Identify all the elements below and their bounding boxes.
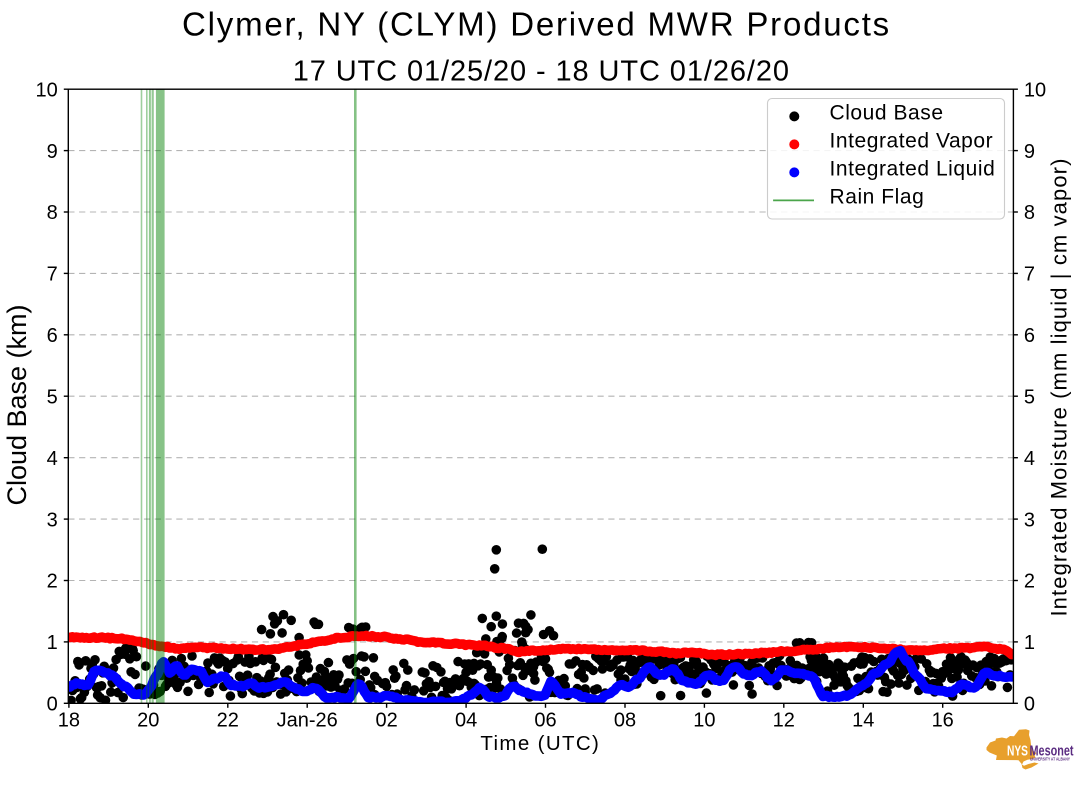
svg-text:Time (UTC): Time (UTC) (480, 732, 600, 755)
svg-text:9: 9 (47, 141, 58, 163)
svg-text:Integrated Liquid: Integrated Liquid (830, 158, 996, 181)
svg-text:2: 2 (47, 571, 58, 593)
svg-text:3: 3 (47, 509, 58, 531)
svg-text:Clymer, NY (CLYM) Derived MWR: Clymer, NY (CLYM) Derived MWR Products (182, 5, 891, 42)
svg-text:5: 5 (47, 386, 58, 408)
svg-text:4: 4 (47, 448, 58, 470)
svg-text:22: 22 (217, 709, 239, 731)
svg-text:10: 10 (36, 79, 58, 101)
svg-text:6: 6 (47, 325, 58, 347)
svg-text:9: 9 (1024, 141, 1035, 163)
svg-text:8: 8 (47, 202, 58, 224)
svg-text:1: 1 (1024, 632, 1035, 654)
svg-text:Integrated Vapor: Integrated Vapor (830, 130, 994, 153)
svg-text:Integrated Moisture (mm liquid: Integrated Moisture (mm liquid | cm vapo… (1047, 157, 1072, 616)
svg-text:14: 14 (852, 709, 874, 731)
svg-text:17 UTC 01/25/20 - 18 UTC 01/26: 17 UTC 01/25/20 - 18 UTC 01/26/20 (293, 56, 790, 88)
svg-text:04: 04 (455, 709, 477, 731)
svg-text:8: 8 (1024, 202, 1035, 224)
svg-text:06: 06 (534, 709, 556, 731)
svg-text:02: 02 (375, 709, 397, 731)
svg-text:16: 16 (932, 709, 954, 731)
svg-text:7: 7 (1024, 264, 1035, 286)
svg-text:2: 2 (1024, 571, 1035, 593)
svg-text:18: 18 (58, 709, 80, 731)
svg-text:08: 08 (614, 709, 636, 731)
svg-text:1: 1 (47, 632, 58, 654)
svg-text:Cloud Base: Cloud Base (830, 102, 944, 125)
svg-text:UNIVERSITY AT ALBANY: UNIVERSITY AT ALBANY (1030, 756, 1070, 761)
svg-text:NYS: NYS (1007, 742, 1028, 759)
svg-text:10: 10 (693, 709, 715, 731)
svg-text:20: 20 (137, 709, 159, 731)
svg-text:3: 3 (1024, 509, 1035, 531)
svg-text:Cloud Base (km): Cloud Base (km) (2, 304, 32, 505)
svg-text:5: 5 (1024, 386, 1035, 408)
svg-text:0: 0 (1024, 694, 1035, 716)
svg-text:12: 12 (773, 709, 795, 731)
svg-text:Mesonet: Mesonet (1030, 742, 1074, 759)
svg-text:6: 6 (1024, 325, 1035, 347)
svg-text:Jan-26: Jan-26 (277, 709, 338, 731)
svg-text:7: 7 (47, 264, 58, 286)
svg-text:Rain Flag: Rain Flag (830, 186, 925, 209)
svg-text:10: 10 (1024, 79, 1046, 101)
svg-text:4: 4 (1024, 448, 1035, 470)
svg-text:0: 0 (47, 694, 58, 716)
